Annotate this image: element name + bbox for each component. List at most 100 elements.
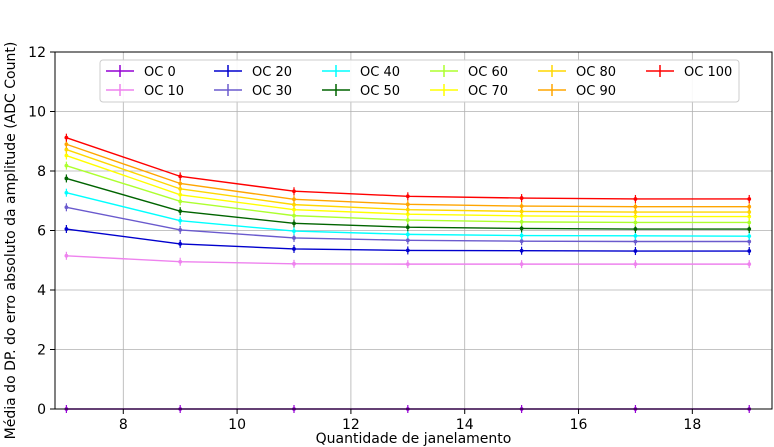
data-point (405, 225, 410, 230)
y-tick-label: 8 (37, 164, 46, 180)
data-point (64, 227, 69, 231)
data-point (747, 262, 752, 267)
y-tick-label: 4 (37, 283, 46, 299)
series-line (66, 137, 750, 200)
y-axis: 0 2 4 6 8 10 12 (28, 45, 55, 418)
data-point (64, 153, 69, 158)
data-point (292, 229, 296, 233)
data-point (519, 262, 524, 267)
series-oc-90 (64, 140, 752, 211)
data-point (747, 197, 752, 201)
data-point (633, 220, 638, 225)
legend-label: OC 20 (252, 65, 292, 80)
data-point (519, 239, 524, 244)
data-point (178, 199, 183, 204)
data-point (405, 212, 410, 217)
data-point (64, 190, 69, 195)
y-tick-label: 0 (37, 402, 46, 418)
data-point (519, 233, 524, 238)
legend-item: OC 50 (322, 84, 400, 99)
data-point (292, 247, 296, 251)
data-point (633, 227, 638, 231)
data-point (519, 214, 524, 218)
grid (55, 51, 772, 410)
data-point (64, 142, 69, 147)
data-point (633, 204, 638, 209)
data-point (405, 238, 410, 243)
x-tick-label: 8 (119, 417, 128, 433)
data-point (178, 181, 183, 186)
legend: OC 0 OC 10 OC 20 OC 30 OC 40 OC 50 OC 60 OC 70 O… (99, 59, 740, 103)
legend-item: OC 100 (646, 65, 732, 80)
data-point (292, 221, 296, 226)
data-point (747, 249, 752, 253)
y-tick-label: 6 (37, 224, 46, 240)
series-layer (64, 133, 752, 413)
legend-label: OC 10 (144, 84, 184, 99)
data-point (405, 232, 410, 237)
series-oc-60 (64, 161, 752, 227)
data-point (292, 189, 296, 194)
data-point (405, 202, 410, 207)
legend-label: OC 80 (576, 65, 616, 80)
data-point (178, 186, 183, 191)
data-point (405, 207, 410, 212)
x-tick-label: 12 (342, 417, 360, 433)
legend-item: OC 10 (106, 84, 184, 99)
data-point (292, 213, 296, 218)
legend-item: OC 40 (322, 65, 400, 80)
data-point (178, 241, 183, 246)
data-point (747, 239, 752, 244)
data-point (292, 197, 296, 202)
data-point (519, 204, 524, 209)
legend-label: OC 30 (252, 84, 292, 99)
legend-item: OC 80 (538, 65, 616, 80)
data-point (519, 209, 524, 214)
series-oc-20 (64, 225, 752, 256)
legend-item: OC 60 (430, 65, 508, 80)
x-tick-label: 16 (570, 417, 588, 433)
data-point (405, 218, 410, 222)
data-point (64, 163, 69, 168)
data-point (178, 192, 183, 197)
data-point (747, 214, 752, 219)
data-point (633, 210, 638, 214)
data-point (292, 261, 296, 266)
data-point (747, 227, 752, 231)
series-oc-10 (64, 251, 752, 269)
x-tick-label: 10 (228, 417, 246, 433)
data-point (405, 194, 410, 199)
legend-label: OC 60 (468, 65, 508, 80)
x-tick-label: 14 (456, 417, 474, 433)
data-point (178, 259, 183, 264)
data-point (292, 207, 296, 212)
data-point (633, 197, 638, 201)
x-tick-label: 18 (683, 417, 701, 433)
data-point (747, 220, 752, 225)
data-point (405, 262, 410, 267)
data-point (178, 228, 183, 232)
data-point (64, 147, 69, 152)
data-point (64, 205, 69, 210)
data-point (633, 249, 638, 253)
data-point (519, 226, 524, 231)
data-point (178, 174, 183, 179)
y-tick-label: 2 (37, 343, 46, 359)
legend-item: OC 0 (106, 65, 176, 80)
data-point (292, 236, 296, 240)
data-point (64, 135, 69, 140)
y-tick-label: 10 (28, 105, 46, 121)
data-point (633, 233, 638, 238)
data-point (292, 202, 296, 207)
data-point (64, 176, 69, 181)
data-point (747, 210, 752, 214)
data-point (519, 196, 524, 200)
data-point (633, 239, 638, 244)
legend-label: OC 90 (576, 84, 616, 99)
legend-label: OC 70 (468, 84, 508, 99)
y-tick-label: 12 (28, 45, 46, 61)
legend-item: OC 30 (214, 84, 292, 99)
data-point (178, 209, 183, 214)
legend-item: OC 20 (214, 65, 292, 80)
